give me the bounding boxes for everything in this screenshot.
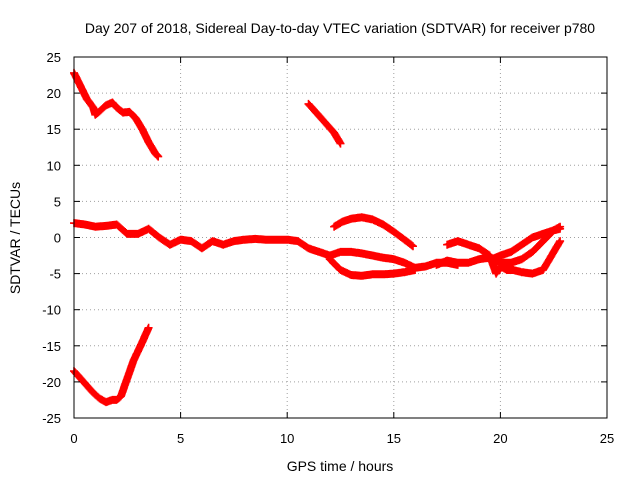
grid-layer — [74, 57, 607, 418]
series-markers — [70, 68, 163, 161]
series-arc-3 — [70, 323, 153, 407]
series-arc-1 — [70, 68, 163, 161]
y-axis-label: SDTVAR / TECUs — [7, 182, 23, 294]
x-tick-label: 20 — [493, 431, 507, 446]
y-tick-label: -15 — [42, 339, 61, 354]
series-markers — [330, 213, 417, 251]
series-arc-9 — [487, 224, 565, 264]
y-tick-label: -5 — [49, 267, 61, 282]
y-tick-label: -20 — [42, 375, 61, 390]
series-arc-4 — [70, 219, 462, 272]
chart-title: Day 207 of 2018, Sidereal Day-to-day VTE… — [85, 20, 595, 36]
series-arc-2 — [304, 99, 345, 148]
y-tick-label: 10 — [47, 158, 61, 173]
x-tick-label: 0 — [70, 431, 77, 446]
series-markers — [487, 224, 565, 264]
data-layer — [70, 68, 565, 407]
x-tick-label: 10 — [280, 431, 294, 446]
y-tick-label: 0 — [54, 231, 61, 246]
y-tick-label: 25 — [47, 50, 61, 65]
x-axis-label: GPS time / hours — [287, 458, 394, 474]
x-tick-label: 25 — [600, 431, 614, 446]
y-tick-label: 5 — [54, 194, 61, 209]
series-arc-6 — [330, 213, 417, 251]
series-markers — [70, 219, 462, 272]
y-tick-label: 20 — [47, 86, 61, 101]
x-tick-label: 15 — [387, 431, 401, 446]
series-markers — [325, 255, 420, 280]
y-tick-label: -10 — [42, 303, 61, 318]
y-tick-label: -25 — [42, 411, 61, 426]
ticks-layer: 0 5 10 15 20 25 -25 -20 -15 -10 -5 0 5 10 15 20 25 — [42, 50, 614, 446]
series-arc-5 — [325, 255, 420, 280]
series-markers — [70, 323, 153, 407]
y-tick-label: 15 — [47, 122, 61, 137]
x-tick-label: 5 — [177, 431, 184, 446]
series-markers — [304, 99, 345, 148]
